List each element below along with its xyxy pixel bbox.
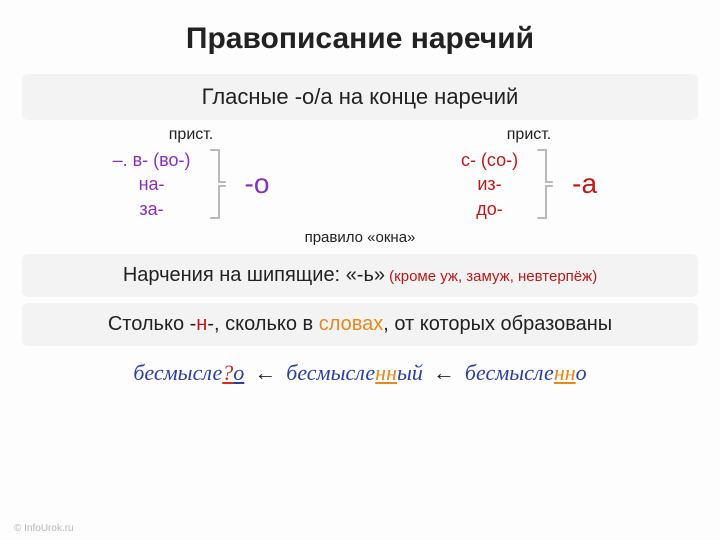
example-2: бесмысленный bbox=[286, 360, 423, 386]
ex2-a: бесмысле bbox=[286, 360, 375, 385]
rule-okna: правило «окна» bbox=[0, 229, 720, 246]
pref-o-3: за- bbox=[113, 197, 191, 221]
prefix-block-a: с- (со-) из- до- -а bbox=[367, 148, 691, 221]
prist-label-right: прист. bbox=[367, 126, 691, 144]
ex3-nn: нн bbox=[554, 360, 576, 385]
prefixes-a: с- (со-) из- до- bbox=[461, 148, 518, 221]
ex2-b: ый bbox=[397, 360, 423, 385]
n-rule-bar: Столько -н-, сколько в словах, от которы… bbox=[22, 303, 698, 346]
n-p3: , от которых образованы bbox=[383, 313, 612, 335]
ex1-a: бесмысле bbox=[133, 360, 222, 385]
suffix-o: -о bbox=[245, 168, 270, 200]
suffix-a: -а bbox=[572, 168, 597, 200]
section-vowels-bar: Гласные -о/а на конце наречий bbox=[22, 74, 698, 120]
prefix-block-o: –. в- (во-) на- за- -о bbox=[29, 148, 353, 221]
ex1-b: о bbox=[233, 360, 244, 385]
hissing-except-close: ) bbox=[592, 268, 597, 285]
example-3: бесмысленно bbox=[465, 360, 587, 386]
hissing-except-words: уж, замуж, невтерпёж bbox=[440, 268, 592, 285]
example-1: бесмысле?о bbox=[133, 360, 244, 386]
pref-a-2: из- bbox=[461, 172, 518, 196]
hissing-prefix: Нарчения на шипящие: bbox=[123, 264, 346, 286]
n-word: словах bbox=[319, 313, 384, 335]
arrow-1: ← bbox=[254, 360, 276, 386]
ex1-q: ? bbox=[222, 360, 233, 385]
pref-o-1: –. в- (во-) bbox=[113, 148, 191, 172]
col-o: прист. –. в- (во-) на- за- -о bbox=[29, 126, 353, 221]
examples-row: бесмысле?о ← бесмысленный ← бесмысленно bbox=[0, 360, 720, 386]
n-p2: -, сколько в bbox=[207, 313, 318, 335]
prist-label-left: прист. bbox=[29, 126, 353, 144]
ex3-a: бесмысле bbox=[465, 360, 554, 385]
ex2-nn: нн bbox=[375, 360, 397, 385]
page-title: Правописание наречий bbox=[0, 0, 720, 70]
footer-credit: © InfoUrok.ru bbox=[14, 523, 74, 534]
pref-o-2: на- bbox=[113, 172, 191, 196]
col-a: прист. с- (со-) из- до- -а bbox=[367, 126, 691, 221]
pref-a-1: с- (со-) bbox=[461, 148, 518, 172]
hissing-bar: Нарчения на шипящие: «-ь» (кроме уж, зам… bbox=[22, 254, 698, 297]
prefixes-o: –. в- (во-) на- за- bbox=[113, 148, 191, 221]
pref-a-3: до- bbox=[461, 197, 518, 221]
hissing-except-open: (кроме bbox=[385, 268, 440, 285]
hissing-soft-sign: «-ь» bbox=[346, 264, 385, 286]
n-letter: н bbox=[196, 313, 207, 335]
vowel-columns: прист. –. в- (во-) на- за- -о прист. с- … bbox=[22, 126, 698, 221]
ex3-b: о bbox=[576, 360, 587, 385]
bracket-icon-a bbox=[536, 148, 554, 220]
bracket-icon-o bbox=[209, 148, 227, 220]
n-p1: Столько - bbox=[108, 313, 196, 335]
arrow-2: ← bbox=[433, 360, 455, 386]
